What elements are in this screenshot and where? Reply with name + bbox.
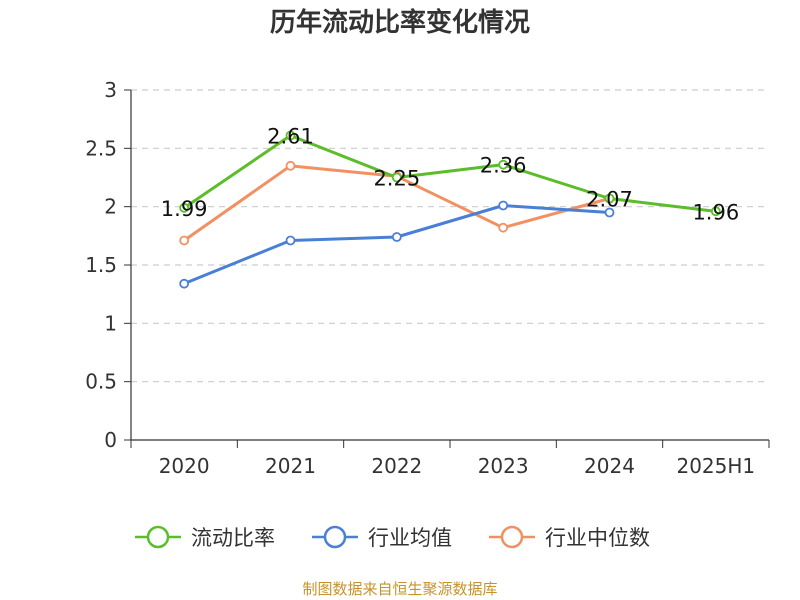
x-tick-label: 2024 bbox=[584, 454, 635, 478]
series-line bbox=[183, 134, 717, 213]
data-point bbox=[179, 202, 190, 213]
data-point bbox=[604, 193, 615, 204]
chart-title: 历年流动比率变化情况 bbox=[269, 8, 530, 38]
data-point bbox=[285, 130, 296, 141]
legend: 流动比率 行业均值 行业中位数 bbox=[135, 525, 650, 550]
legend-marker bbox=[500, 525, 524, 549]
data-point bbox=[604, 207, 615, 218]
legend-label: 行业均值 bbox=[368, 526, 452, 550]
legend-label: 流动比率 bbox=[191, 526, 275, 550]
x-tick-label: 2022 bbox=[371, 454, 422, 478]
y-tick-label: 0.5 bbox=[85, 370, 117, 394]
y-tick-label: 2 bbox=[104, 195, 117, 219]
grid-lines bbox=[131, 89, 769, 383]
y-tick-label: 2.5 bbox=[85, 136, 117, 160]
data-point bbox=[179, 278, 190, 289]
series-lines bbox=[179, 130, 721, 289]
data-label: 1.96 bbox=[692, 200, 739, 224]
data-point bbox=[498, 200, 509, 211]
data-label: 2.61 bbox=[267, 125, 314, 149]
x-tick-label: 2023 bbox=[478, 454, 529, 478]
data-point bbox=[498, 222, 509, 233]
legend-item: 行业均值 bbox=[312, 525, 452, 550]
legend-item: 行业中位数 bbox=[489, 525, 650, 550]
data-label: 2.36 bbox=[480, 154, 527, 178]
legend-marker bbox=[323, 525, 347, 549]
axes: 0 0.5 1 1.5 2 2.5 3 2020 2021 2022 2023 2024 2025H1 bbox=[85, 78, 770, 478]
data-point bbox=[285, 160, 296, 171]
data-label: 1.99 bbox=[161, 197, 208, 221]
y-tick-label: 0 bbox=[104, 428, 117, 452]
data-point bbox=[710, 206, 721, 217]
data-label: 2.07 bbox=[586, 188, 633, 212]
y-tick-label: 1.5 bbox=[85, 253, 117, 277]
data-point bbox=[498, 159, 509, 170]
data-point bbox=[391, 172, 402, 183]
data-point bbox=[179, 235, 190, 246]
data-point bbox=[285, 235, 296, 246]
legend-item: 流动比率 bbox=[135, 525, 275, 550]
data-label: 2.25 bbox=[373, 167, 420, 191]
data-labels: 1.99 2.61 2.25 2.36 2.07 1.96 bbox=[161, 125, 739, 225]
x-tick-label: 2025H1 bbox=[676, 454, 755, 478]
legend-marker bbox=[146, 525, 170, 549]
x-tick-label: 2020 bbox=[159, 454, 210, 478]
y-tick-label: 3 bbox=[104, 78, 117, 102]
data-point bbox=[391, 232, 402, 242]
x-tick-label: 2021 bbox=[265, 454, 316, 478]
source-note: 制图数据来自恒生聚源数据库 bbox=[302, 580, 498, 598]
legend-label: 行业中位数 bbox=[545, 526, 650, 550]
y-tick-label: 1 bbox=[104, 311, 117, 335]
